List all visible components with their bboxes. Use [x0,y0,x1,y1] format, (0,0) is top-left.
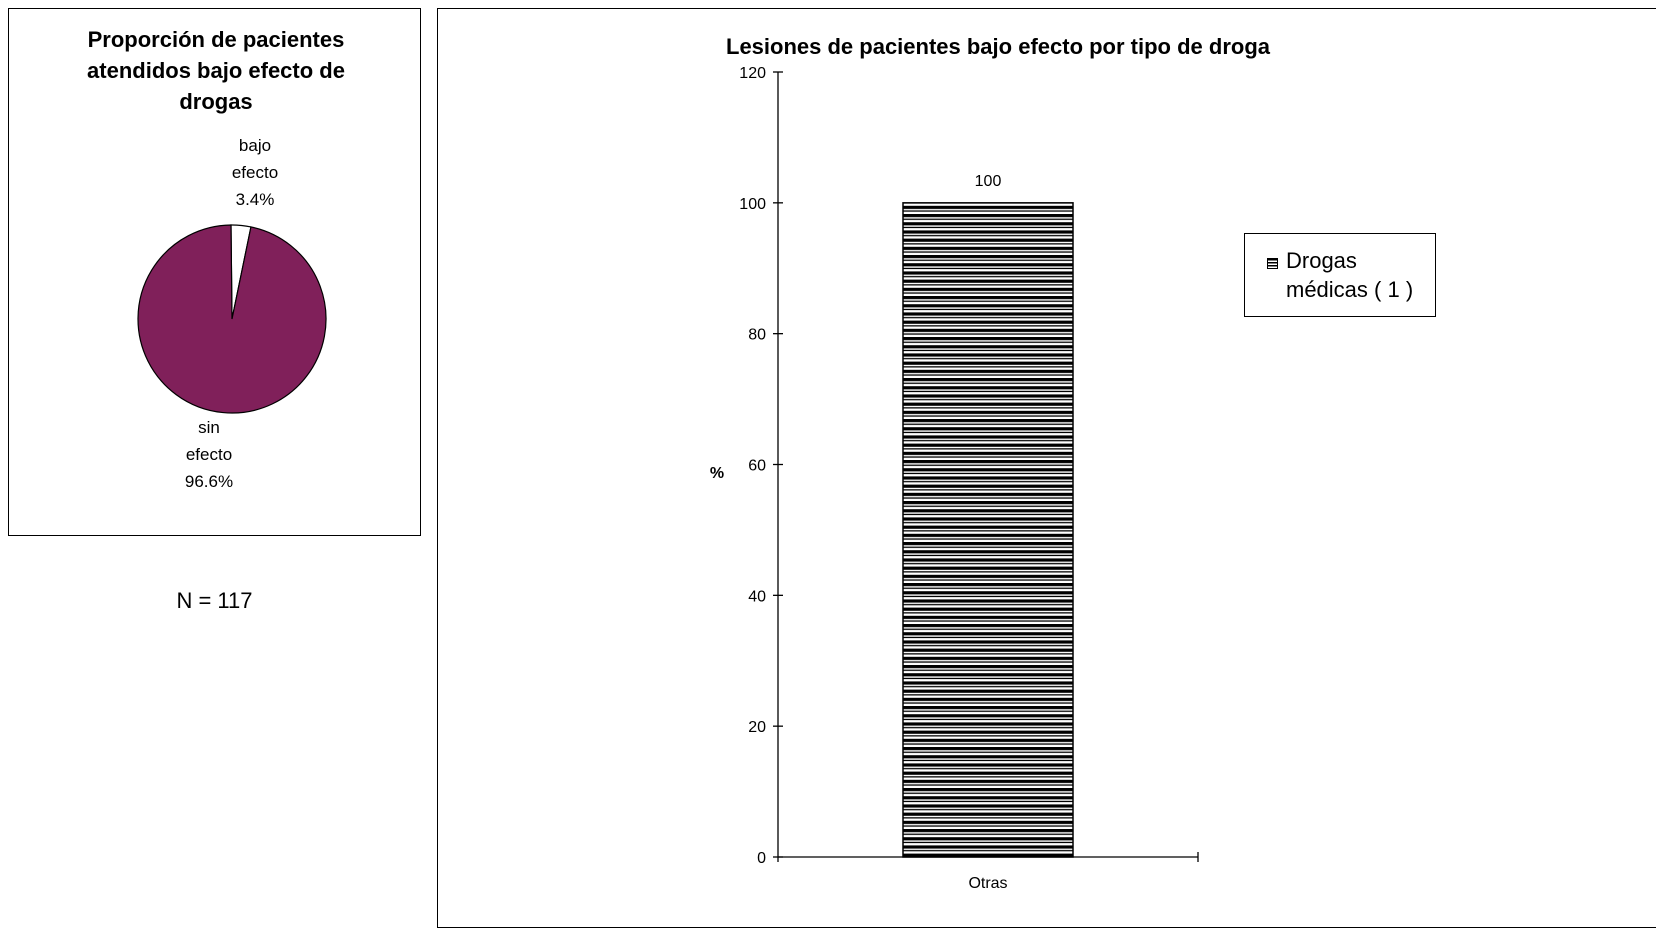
y-axis-title: % [710,465,724,482]
y-tick-label: 60 [748,458,766,475]
pie-title-line: atendidos bajo efecto de [87,58,345,83]
bar-chart: Lesiones de pacientes bajo efecto por ti… [710,34,1271,892]
pie-slice-label: efecto [186,445,232,464]
bar-data-label: 100 [975,173,1002,190]
pie-slices [137,224,327,414]
legend: Drogas médicas ( 1 ) [1244,233,1436,317]
y-axis-ticks: 0 20 40 60 80 100 120 [739,65,783,867]
y-tick-label: 40 [748,588,766,605]
bar-otras [902,202,1074,858]
sample-size-label: N = 117 [176,588,253,613]
pie-chart: Proporción de pacientes atendidos bajo ef… [87,27,345,491]
legend-swatch-icon [1267,258,1278,269]
pie-chart-title: Proporción de pacientes atendidos bajo ef… [87,27,345,114]
bar-series: 100 [902,173,1074,858]
pie-title-line: drogas [179,89,252,114]
legend-label: Drogas médicas ( 1 ) [1286,248,1414,302]
y-tick-label: 80 [748,327,766,344]
pie-slice-label: efecto [232,163,278,182]
pie-title-line: Proporción de pacientes [88,27,345,52]
pie-slice-label: sin [198,418,220,437]
y-tick-label: 100 [739,196,766,213]
x-axis-categories: Otras [968,875,1007,892]
pie-slice-labels: bajo efecto 3.4% sin efecto 96.6% [185,136,278,491]
y-tick-label: 0 [757,850,766,867]
bar-chart-panel: Lesiones de pacientes bajo efecto por ti… [437,8,1656,928]
pie-chart-panel: Proporción de pacientes atendidos bajo ef… [8,8,421,536]
pie-slice-sin-efecto [137,224,327,414]
pie-slice-label: 3.4% [236,190,275,209]
y-tick-label: 20 [748,719,766,736]
pie-slice-label: 96.6% [185,472,233,491]
pie-slice-label: bajo [239,136,271,155]
y-tick-label: 120 [739,65,766,82]
bar-chart-title: Lesiones de pacientes bajo efecto por ti… [726,34,1271,59]
x-category-label: Otras [968,875,1007,892]
